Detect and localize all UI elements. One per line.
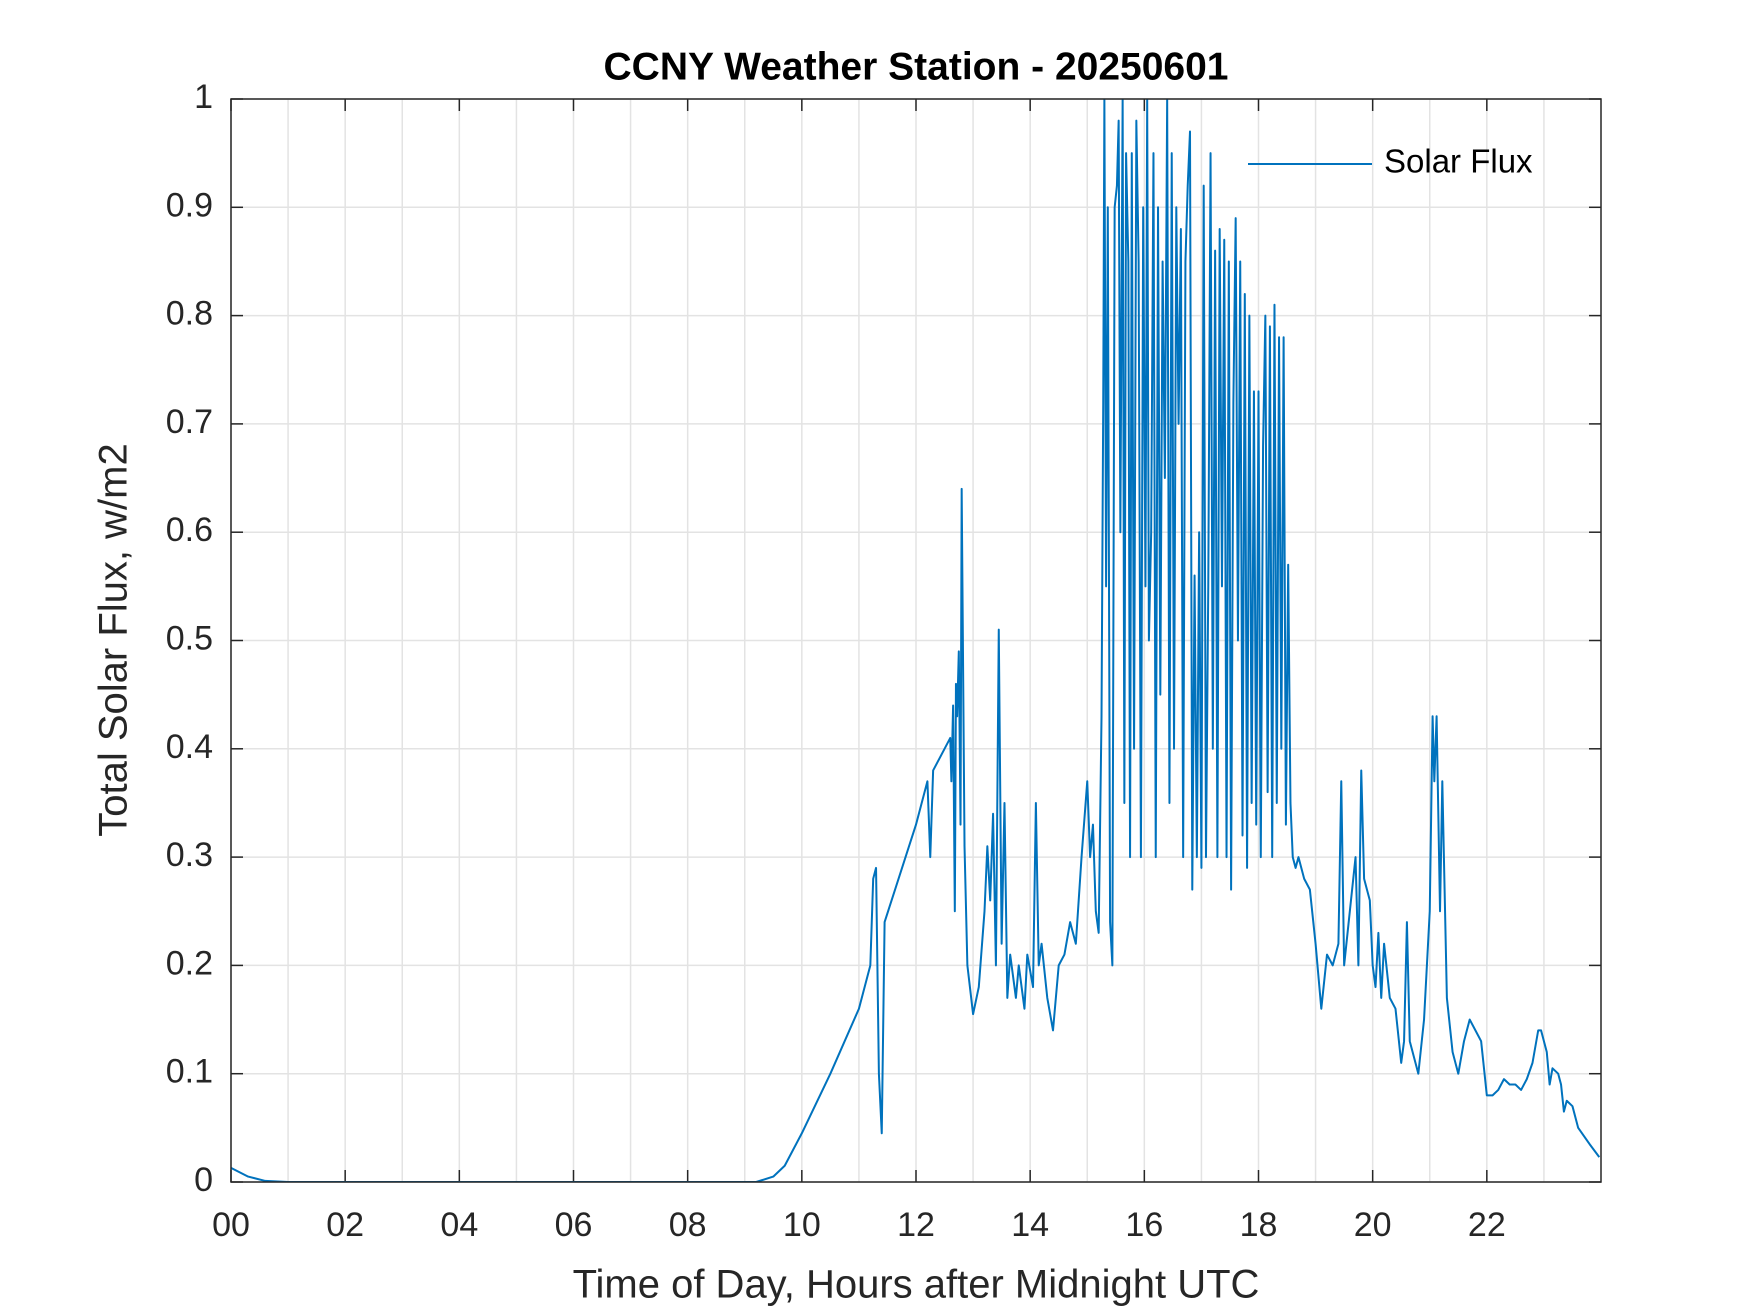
x-tick-label: 12 — [897, 1206, 935, 1244]
x-tick-label: 16 — [1125, 1206, 1163, 1244]
y-tick-label: 0.7 — [166, 403, 213, 441]
x-tick-label: 14 — [1011, 1206, 1049, 1244]
y-tick-label: 0.4 — [166, 728, 213, 766]
x-tick-label: 00 — [212, 1206, 250, 1244]
axes-box — [230, 98, 1602, 1183]
x-tick-label: 04 — [440, 1206, 478, 1244]
y-tick-label: 0.1 — [166, 1053, 213, 1091]
y-axis-label: Total Solar Flux, w/m2 — [92, 443, 136, 836]
legend-label: Solar Flux — [1384, 143, 1533, 180]
y-tick-label: 0.5 — [166, 619, 213, 657]
x-tick-label: 22 — [1468, 1206, 1506, 1244]
y-tick-label: 0.6 — [166, 511, 213, 549]
y-tick-label: 0.3 — [166, 836, 213, 874]
x-tick-label: 10 — [783, 1206, 821, 1244]
x-axis-label: Time of Day, Hours after Midnight UTC — [573, 1263, 1260, 1307]
x-tick-label: 20 — [1354, 1206, 1392, 1244]
x-tick-label: 08 — [669, 1206, 707, 1244]
y-tick-label: 1 — [194, 78, 213, 116]
y-tick-label: 0.8 — [166, 295, 213, 333]
data-line — [231, 99, 1601, 1182]
y-tick-label: 0.2 — [166, 944, 213, 982]
x-tick-label: 06 — [555, 1206, 593, 1244]
y-tick-label: 0.9 — [166, 186, 213, 224]
chart-title: CCNY Weather Station - 20250601 — [604, 45, 1229, 88]
x-tick-label: 18 — [1240, 1206, 1278, 1244]
x-tick-label: 02 — [326, 1206, 364, 1244]
y-tick-label: 0 — [194, 1161, 213, 1199]
